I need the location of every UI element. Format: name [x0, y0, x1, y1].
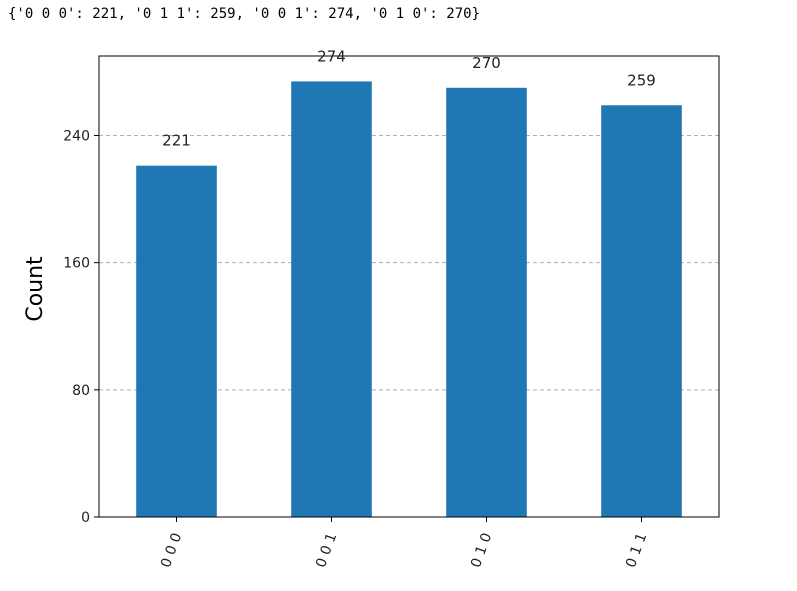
y-tick-label: 80 — [72, 383, 90, 399]
counts-output-text: {'0 0 0': 221, '0 1 1': 259, '0 0 1': 27… — [8, 6, 481, 22]
bar — [291, 81, 372, 518]
y-tick-label: 0 — [81, 510, 90, 526]
y-tick-label: 240 — [63, 128, 90, 144]
x-tick-label: 0 0 0 — [158, 531, 185, 570]
bars — [136, 81, 682, 518]
plot-area-frame — [98, 55, 720, 518]
bar-value-label: 221 — [162, 132, 191, 150]
x-tick-label: 0 1 0 — [468, 531, 495, 570]
bar-value-label: 270 — [472, 54, 501, 72]
x-tick-label: 0 0 1 — [313, 531, 340, 570]
bar-value-label: 274 — [317, 47, 346, 65]
y-tick-label: 160 — [63, 256, 90, 272]
y-axis-label: Count — [23, 256, 48, 322]
bar — [601, 105, 682, 518]
x-tick-label: 0 1 1 — [623, 531, 650, 570]
bar — [446, 87, 527, 518]
bar — [136, 165, 217, 517]
bar-value-labels: 221 274 270 259 — [162, 47, 656, 149]
grid-lines — [99, 134, 719, 391]
bar-value-label: 259 — [627, 71, 656, 89]
